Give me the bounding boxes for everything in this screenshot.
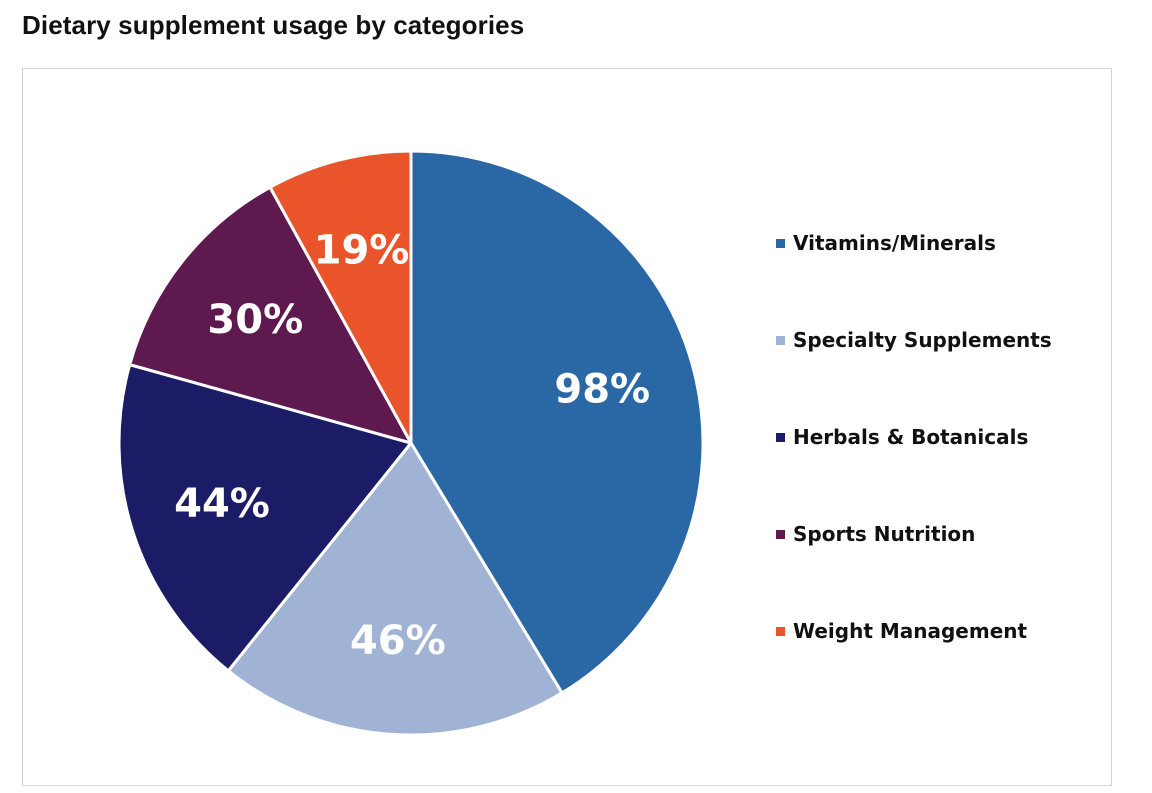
legend-item-sports-nutrition: Sports Nutrition: [776, 519, 975, 549]
page-title: Dietary supplement usage by categories: [22, 10, 525, 40]
legend-label: Weight Management: [793, 619, 1028, 643]
legend-swatch: [776, 238, 785, 248]
legend-swatch: [776, 529, 785, 539]
legend-label: Sports Nutrition: [793, 522, 976, 546]
legend-item-herbals-botanicals: Herbals & Botanicals: [776, 422, 1028, 452]
pie-labels: 98% 46% 44% 30%19%: [174, 228, 650, 664]
pie-slices: [117, 149, 705, 737]
pie-slice-sports-nutrition: [128, 185, 413, 445]
data-label-weight-management: 19%: [314, 228, 410, 274]
data-label-specialty-supplements: 46%: [350, 618, 446, 664]
legend-label: Herbals & Botanicals: [793, 425, 1029, 449]
legend-swatch: [776, 432, 785, 442]
legend-swatch: [776, 335, 785, 345]
legend-item-vitamins-minerals: Vitamins/Minerals: [776, 228, 996, 258]
legend-swatch: [776, 626, 785, 636]
pie-slice-vitamins-minerals: [409, 149, 705, 695]
data-label-vitamins-minerals: 98%: [554, 367, 650, 413]
data-label-sports-nutrition: 30%: [207, 297, 303, 343]
pie-slice-weight-management: [268, 149, 413, 445]
legend-label: Vitamins/Minerals: [793, 231, 996, 255]
pie-slice-herbals-botanicals: [117, 363, 413, 673]
data-label-herbals-botanicals: 44%: [174, 481, 270, 527]
legend-item-specialty-supplements: Specialty Supplements: [776, 325, 1052, 355]
legend-label: Specialty Supplements: [793, 328, 1052, 352]
legend-item-weight-management: Weight Management: [776, 616, 1027, 646]
pie-slice-specialty-supplements: [226, 441, 564, 737]
